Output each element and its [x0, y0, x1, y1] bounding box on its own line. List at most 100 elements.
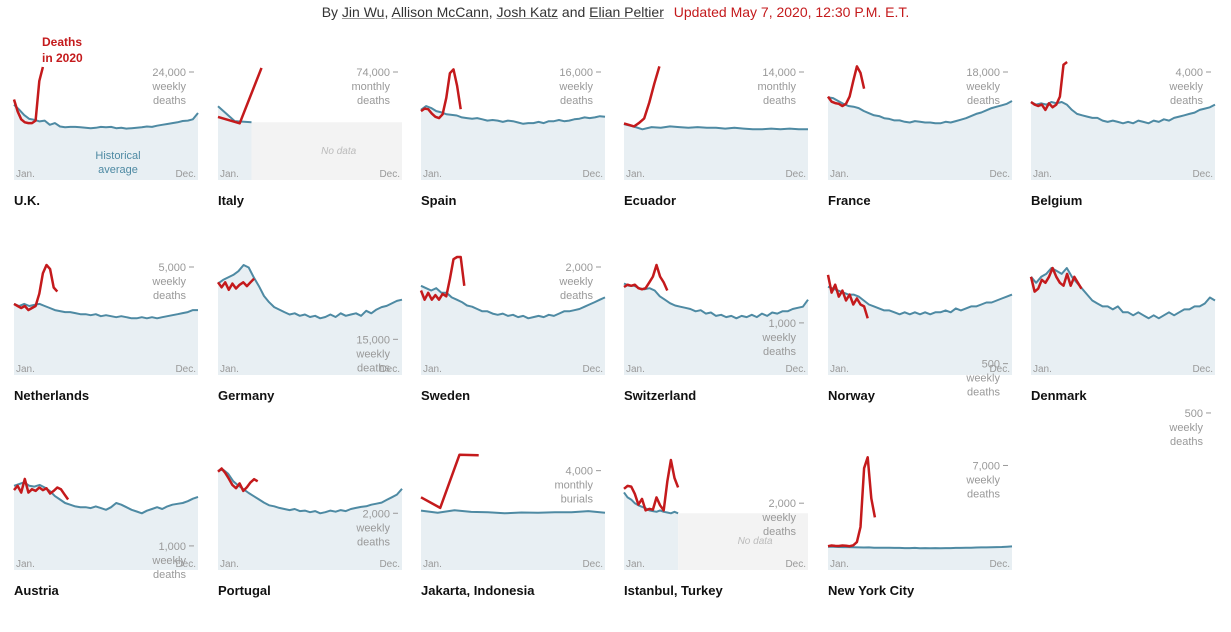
x-label-end: Dec. [582, 364, 603, 375]
chart-panel-austria: Jan. Dec. 1,000 weekly deaths Austria [13, 452, 214, 632]
historical-area [1031, 268, 1215, 375]
historical-line [827, 545, 1013, 550]
panel-title: U.K. [14, 193, 40, 208]
deaths-2020-line [420, 68, 462, 120]
historical-line [1030, 101, 1216, 125]
chart-panel-ecuador: Jan. Dec. 14,000 monthly deaths Ecuador [623, 62, 824, 242]
unit-label: deaths [967, 387, 1001, 399]
historical-area [828, 546, 1012, 570]
panel-title: Istanbul, Turkey [624, 583, 723, 598]
historical-area [828, 97, 1012, 180]
byline-prefix: By [321, 4, 339, 20]
x-label-end: Dec. [582, 169, 603, 180]
chart-panel-jakarta-indonesia: Jan. Dec. 4,000 monthly burials Jakarta, Indo… [420, 452, 621, 632]
chart-svg: Jan. Dec. 16,000 weekly deaths [420, 67, 606, 180]
historical-area [421, 106, 605, 180]
x-label-end: Dec. [1192, 364, 1213, 375]
panel-title: Ecuador [624, 193, 677, 208]
panel-title: Portugal [218, 583, 271, 598]
historical-area [218, 106, 252, 180]
historical-area [14, 303, 198, 375]
legend-covid-label: in 2020 [42, 51, 83, 65]
x-label-start: Jan. [830, 169, 849, 180]
x-label-end: Dec. [175, 559, 196, 570]
author-link-4[interactable]: Elian Peltier [589, 4, 664, 20]
unit-label: deaths [153, 569, 187, 581]
y-tick-label: 1,000 [158, 541, 186, 553]
no-data-region [678, 513, 808, 570]
y-tick-label: 2,000 [768, 498, 796, 510]
historical-line [827, 285, 1013, 316]
deaths-2020-line [623, 458, 680, 512]
x-label-end: Dec. [175, 169, 196, 180]
chart-panel-denmark: Jan. Dec. 500 weekly deaths Denmark [1029, 257, 1231, 448]
author-link-2[interactable]: Allison McCann [391, 4, 489, 20]
x-label-start: Jan. [830, 364, 849, 375]
deaths-2020-line [1029, 266, 1083, 293]
x-label-end: Dec. [379, 364, 400, 375]
author-link-1[interactable]: Jin Wu [341, 4, 385, 20]
deaths-2020-line [826, 274, 869, 319]
chart-svg: Jan. Dec. 18,000 weekly deaths [826, 65, 1013, 180]
unit-label: deaths [967, 488, 1001, 500]
x-label-end: Dec. [785, 559, 806, 570]
unit-label: monthly [554, 480, 593, 492]
unit-label: deaths [1170, 95, 1204, 107]
x-label-start: Jan. [626, 364, 645, 375]
deaths-2020-line [217, 467, 259, 493]
no-data-label: No data [321, 146, 356, 157]
unit-label: deaths [763, 526, 797, 538]
chart-svg: Jan. Dec. 2,000 weekly deaths [419, 255, 606, 375]
historical-line [623, 491, 679, 515]
unit-label: weekly [1168, 422, 1203, 434]
historical-line [420, 284, 606, 320]
byline-sep-2: , [488, 4, 493, 20]
x-label-start: Jan. [16, 169, 35, 180]
unit-label: deaths [1170, 436, 1204, 448]
chart-panel-portugal: Jan. Dec. 2,000 weekly deaths Portugal [217, 452, 418, 632]
historical-line [420, 105, 606, 125]
panel-title: Italy [218, 193, 245, 208]
y-tick-label: 4,000 [565, 466, 593, 478]
deaths-2020-line [420, 453, 479, 510]
deaths-2020-line [623, 263, 669, 292]
author-link-3[interactable]: Josh Katz [496, 4, 559, 20]
chart-svg: Jan. Dec. 7,000 weekly deaths [827, 456, 1013, 570]
x-label-end: Dec. [989, 559, 1010, 570]
historical-area [624, 492, 679, 570]
deaths-2020-line [217, 67, 263, 125]
chart-panel-norway: Jan. Dec. 500 weekly deaths Norway [826, 257, 1028, 437]
unit-label: weekly [965, 81, 1000, 93]
deaths-2020-line [12, 66, 45, 125]
historical-area [218, 265, 402, 375]
unit-label: weekly [761, 512, 796, 524]
byline-and: and [561, 4, 586, 20]
y-tick-label: 16,000 [559, 67, 593, 79]
x-label-start: Jan. [423, 169, 442, 180]
unit-label: monthly [351, 81, 390, 93]
panel-title: Netherlands [14, 388, 90, 403]
y-tick-label: 2,000 [362, 508, 390, 520]
panel-title: Norway [828, 388, 875, 403]
x-label-end: Dec. [1192, 169, 1213, 180]
unit-label: weekly [151, 555, 186, 567]
chart-panel-italy: No data Jan. Dec. 74,000 monthly deaths Italy [217, 62, 418, 242]
panel-title: Spain [421, 193, 457, 208]
historical-line [827, 96, 1013, 125]
chart-panel-switzerland: Jan. Dec. 1,000 weekly deaths Switzerland [623, 257, 824, 437]
unit-label: weekly [558, 276, 593, 288]
chart-svg: Jan. Dec. 1,000 weekly deaths [13, 477, 199, 581]
x-label-start: Jan. [423, 559, 442, 570]
unit-label: weekly [761, 332, 796, 344]
x-label-start: Jan. [220, 559, 239, 570]
unit-label: monthly [757, 81, 796, 93]
chart-svg: Jan. Dec. 4,000 monthly burials [420, 453, 606, 570]
chart-panel-france: Jan. Dec. 18,000 weekly deaths France [826, 62, 1028, 242]
x-label-start: Jan. [1033, 364, 1052, 375]
chart-panel-germany: Jan. Dec. 15,000 weekly deaths Germany [216, 257, 418, 437]
byline-sep-1: , [384, 4, 389, 20]
chart-panel-istanbul-turkey: No data Jan. Dec. 2,000 weekly deaths Istanbul… [623, 452, 824, 632]
